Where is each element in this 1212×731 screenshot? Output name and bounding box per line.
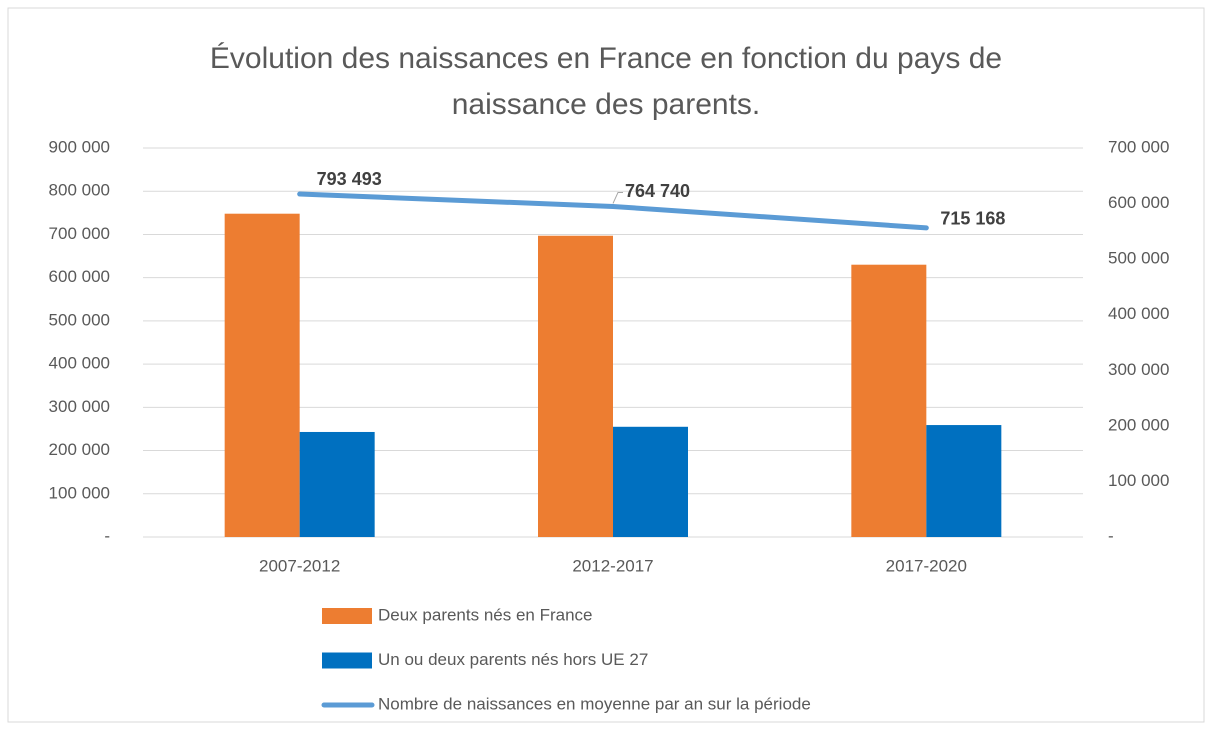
- x-tick-label: 2007-2012: [259, 556, 340, 575]
- x-tick-label: 2012-2017: [572, 556, 653, 575]
- legend-swatch: [322, 652, 372, 669]
- bar: [613, 426, 688, 537]
- y2-tick-label: 200 000: [1108, 415, 1169, 434]
- y2-tick-label: 400 000: [1108, 304, 1169, 323]
- bar: [299, 431, 375, 537]
- legend-label: Deux parents nés en France: [378, 605, 593, 624]
- chart-border: [7, 7, 1205, 723]
- legend-swatch: [322, 608, 372, 624]
- y-tick-label: -: [104, 526, 110, 545]
- bar: [224, 213, 300, 537]
- y-tick-label: 800 000: [49, 181, 110, 200]
- y-tick-label: 200 000: [49, 440, 110, 459]
- y-tick-label: 300 000: [49, 397, 110, 416]
- line: [297, 191, 929, 231]
- y-tick-label: 400 000: [49, 354, 110, 373]
- y-tick-label: 700 000: [49, 224, 110, 243]
- y-tick-label: 600 000: [49, 267, 110, 286]
- bar: [926, 425, 1002, 537]
- y2-tick-label: 100 000: [1108, 471, 1169, 490]
- y-tick-label: 100 000: [49, 483, 110, 502]
- y-tick-label: 900 000: [49, 137, 110, 156]
- data-label: 715 168: [940, 209, 1005, 229]
- y2-tick-label: 300 000: [1108, 360, 1169, 379]
- y2-tick-label: 600 000: [1108, 193, 1169, 212]
- y-tick-label: 500 000: [49, 310, 110, 329]
- chart-title: Évolution des naissances en France en fo…: [209, 42, 1003, 121]
- data-label: 764 740: [625, 181, 690, 201]
- y2-tick-label: 500 000: [1108, 249, 1169, 268]
- y2-tick-label: 700 000: [1108, 137, 1169, 156]
- x-tick-label: 2017-2020: [886, 556, 967, 575]
- legend-label: Nombre de naissances en moyenne par an s…: [378, 694, 811, 713]
- bar: [538, 235, 613, 538]
- y2-tick-label: -: [1108, 526, 1114, 545]
- bar: [851, 264, 927, 537]
- leader-line: [612, 191, 623, 204]
- legend-label: Un ou deux parents nés hors UE 27: [378, 650, 648, 669]
- data-label: 793 493: [317, 169, 382, 189]
